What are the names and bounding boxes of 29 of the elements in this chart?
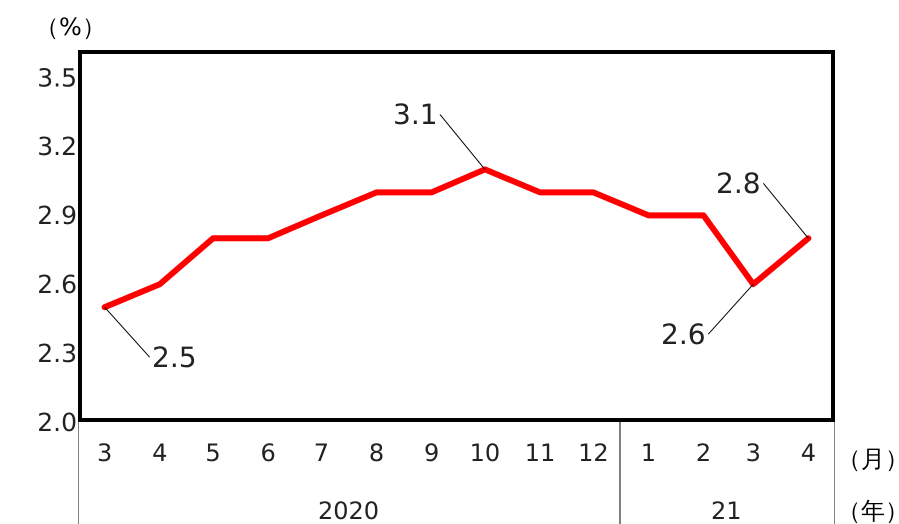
x-tick-label: 2 — [696, 439, 712, 467]
data-label: 3.1 — [393, 98, 438, 131]
x-tick-label: 6 — [260, 439, 276, 467]
x-tick-label: 5 — [205, 439, 221, 467]
text: （年） — [837, 497, 899, 524]
y-tick-label: 3.2 — [37, 132, 77, 162]
y-tick-label: 2.9 — [37, 201, 77, 230]
x-tick-label: 1 — [640, 439, 656, 467]
text: 2020 — [318, 497, 380, 524]
y-axis-title: （%） — [35, 13, 106, 41]
y-tick-label: 2.6 — [37, 270, 77, 299]
x-tick-label: 3 — [97, 439, 112, 467]
x-tick-label: 9 — [424, 439, 440, 467]
x-tick-label: 8 — [368, 439, 384, 467]
x-tick-label: 3 — [746, 439, 761, 467]
data-label: 2.8 — [716, 167, 761, 200]
data-label: 2.5 — [152, 341, 197, 374]
y-tick-label: 2.3 — [37, 338, 77, 368]
x-tick-label: 11 — [524, 439, 556, 467]
x-tick-label: 4 — [800, 439, 816, 467]
y-tick-label: 3.5 — [37, 63, 77, 92]
x-axis-title: （月） — [837, 445, 899, 473]
x-tick-label: 4 — [152, 439, 168, 467]
x-tick-label: 10 — [470, 439, 500, 467]
text: 21 — [711, 497, 742, 524]
data-label: 2.6 — [661, 318, 706, 351]
x-tick-label: 12 — [578, 439, 609, 467]
y-tick-label: 2.0 — [37, 408, 77, 437]
x-tick-label: 7 — [314, 439, 330, 467]
